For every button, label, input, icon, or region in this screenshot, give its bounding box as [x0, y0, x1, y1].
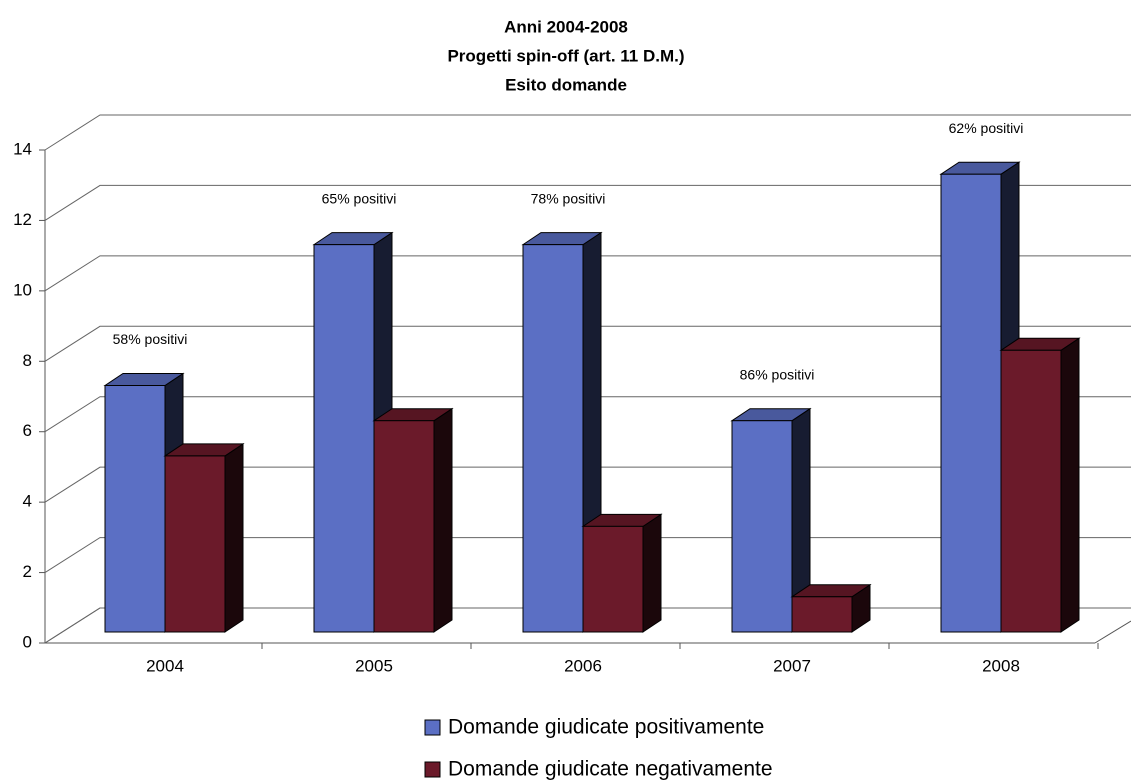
- annotation: 62% positivi: [949, 120, 1024, 136]
- annotation: 58% positivi: [113, 331, 188, 347]
- y-tick-label: 0: [23, 632, 32, 651]
- bar-group: [581, 513, 663, 633]
- chart-title: Esito domande: [505, 75, 627, 94]
- grid-line: [44, 325, 1131, 362]
- legend-label: Domande giudicate positivamente: [448, 716, 764, 739]
- bar: [164, 455, 226, 633]
- legend-label: Domande giudicate negativamente: [448, 758, 773, 781]
- chart-title: Anni 2004-2008: [504, 17, 628, 36]
- bar-side: [224, 442, 244, 633]
- x-tick-label: 2007: [773, 656, 811, 675]
- x-tick-label: 2006: [564, 656, 602, 675]
- y-tick-label: 4: [23, 492, 32, 511]
- bar: [940, 173, 1002, 633]
- grid-line: [44, 184, 1131, 221]
- bar-group: [730, 407, 812, 633]
- annotation: 86% positivi: [740, 366, 815, 382]
- bar: [104, 385, 166, 633]
- floor-edge: [1094, 620, 1131, 644]
- x-tick-label: 2004: [146, 656, 184, 675]
- bar: [731, 420, 793, 633]
- y-tick-label: 6: [23, 421, 32, 440]
- annotation: 78% positivi: [531, 190, 606, 206]
- x-tick-label: 2005: [355, 656, 393, 675]
- grid-line: [44, 396, 1131, 433]
- y-tick-label: 10: [13, 280, 32, 299]
- bar-group: [939, 161, 1021, 633]
- bar: [582, 525, 644, 633]
- bar-group: [790, 583, 872, 633]
- bar-group: [372, 407, 454, 633]
- y-tick-label: 14: [13, 139, 32, 158]
- chart-title: Progetti spin-off (art. 11 D.M.): [447, 46, 684, 65]
- bar-group: [521, 231, 603, 633]
- grid-line: [44, 255, 1131, 292]
- bar: [522, 244, 584, 633]
- bar: [791, 596, 853, 633]
- bar: [313, 244, 375, 633]
- y-tick-label: 2: [23, 562, 32, 581]
- bar: [373, 420, 435, 633]
- legend-swatch: [424, 719, 441, 736]
- legend-swatch: [424, 761, 441, 778]
- bar-side: [1060, 337, 1080, 633]
- grid-line: [44, 114, 1131, 151]
- bar-side: [433, 407, 453, 633]
- x-tick-label: 2008: [982, 656, 1020, 675]
- annotation: 65% positivi: [322, 190, 397, 206]
- y-tick-label: 12: [13, 210, 32, 229]
- bar-group: [163, 442, 245, 633]
- bar-side: [642, 513, 662, 633]
- bar-group: [999, 337, 1081, 633]
- y-tick-label: 8: [23, 351, 32, 370]
- bar: [1000, 349, 1062, 633]
